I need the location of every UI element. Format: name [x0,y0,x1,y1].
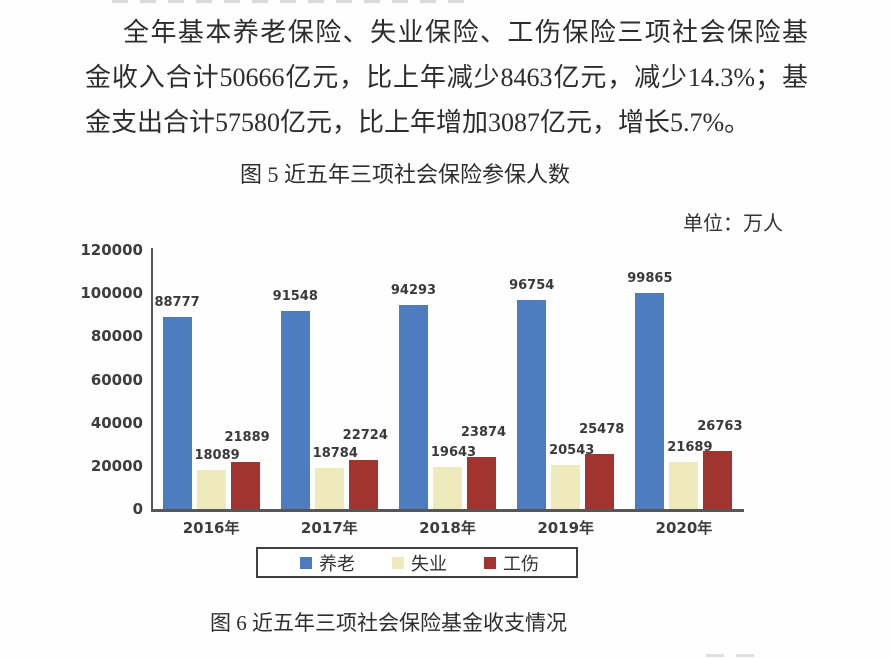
bar-value-label: 19643 [430,444,477,460]
y-axis-tick-label: 80000 [90,327,143,346]
x-axis-line [151,509,744,512]
bar-失业-2018年 [433,466,462,509]
legend-swatch-失业 [392,556,404,569]
bar-养老-2017年 [280,311,310,509]
bar-失业-2020年 [669,462,699,509]
x-axis-label-2017年: 2017年 [300,519,358,537]
cropped-next-line-remnant [706,654,764,657]
bar-value-label: 96754 [509,278,555,294]
bar-失业-2019年 [551,464,581,509]
figure6-caption: 图 6 近五年三项社会保险基金收支情况 [210,611,567,635]
bar-养老-2018年 [399,305,428,509]
legend-item-失业: 失业 [392,550,447,576]
bar-value-label: 91548 [272,289,318,305]
bar-value-label: 18784 [312,446,358,462]
y-axis-tick-label: 0 [132,500,143,518]
bar-value-label: 21889 [224,429,270,445]
bar-养老-2020年 [635,293,665,509]
paragraph-line: 金收入合计50666亿元，比上年减少8463亿元，减少14.3%；基 [85,63,808,92]
bar-工伤-2017年 [348,459,378,509]
cropped-previous-line-remnant [112,0,464,3]
bar-value-label: 94293 [390,283,437,299]
bar-工伤-2019年 [585,454,615,509]
legend-label: 失业 [411,553,447,574]
x-axis-label-2020年: 2020年 [655,519,713,537]
bar-养老-2016年 [162,317,192,509]
legend-label: 养老 [319,553,355,574]
chart-legend: 养老 失业 工伤 [256,547,578,578]
bar-工伤-2018年 [467,457,496,509]
bar-value-label: 20543 [549,442,595,458]
x-axis-label-2018年: 2018年 [419,519,476,537]
x-axis-label-2019年: 2019年 [537,519,595,537]
bar-工伤-2016年 [230,461,260,509]
legend-swatch-养老 [300,556,312,569]
bar-value-label: 25478 [579,422,625,437]
legend-item-工伤: 工伤 [484,550,539,576]
y-axis-tick-label: 20000 [90,456,143,475]
legend-swatch-工伤 [484,556,496,569]
legend-item-养老: 养老 [300,550,355,576]
bar-value-label: 88777 [154,295,200,311]
y-axis-tick-label: 120000 [80,241,143,259]
y-axis-tick-label: 60000 [90,370,143,389]
bar-养老-2019年 [517,300,547,509]
body-paragraph: 全年基本养老保险、失业保险、工伤保险三项社会保险基 金收入合计50666亿元，比… [85,10,808,145]
x-axis-label-2016年: 2016年 [182,519,240,537]
figure5-caption: 图 5 近五年三项社会保险参保人数 [240,162,571,187]
bar-失业-2016年 [196,469,226,509]
bar-value-label: 23874 [460,425,507,441]
y-axis-tick-label: 40000 [90,413,143,432]
bar-value-label: 22724 [342,427,388,443]
bar-value-label: 26763 [697,419,743,435]
bar-value-label: 99865 [627,271,673,287]
chart-unit-label: 单位：万人 [683,213,783,235]
legend-label: 工伤 [503,553,539,574]
y-axis-line [151,248,153,512]
bar-工伤-2020年 [703,451,733,509]
bar-value-label: 21689 [667,440,713,456]
paragraph-line: 金支出合计57580亿元，比上年增加3087亿元，增长5.7%。 [85,108,751,137]
bar-value-label: 18089 [194,447,240,463]
bar-失业-2017年 [314,468,344,509]
paragraph-line: 全年基本养老保险、失业保险、工伤保险三项社会保险基 [123,18,808,47]
y-axis-tick-label: 100000 [80,284,143,303]
